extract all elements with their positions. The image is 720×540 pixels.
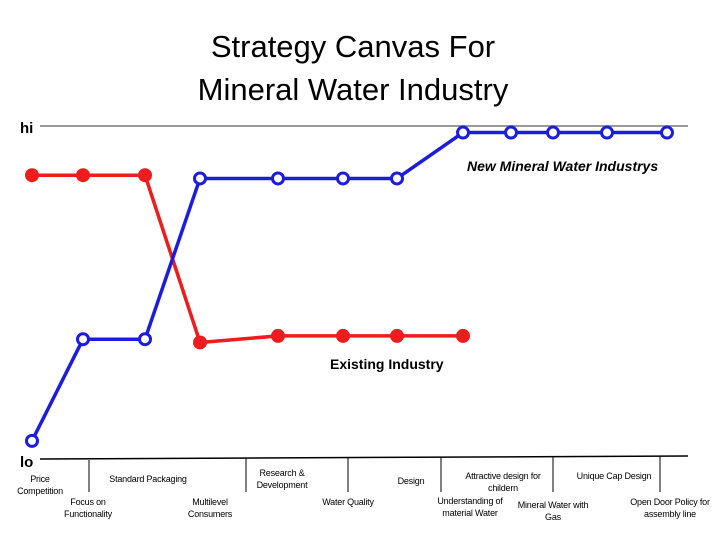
x-tick-label: Water Quality — [322, 497, 374, 507]
series-layer — [25, 125, 674, 448]
data-point-new-industry — [390, 171, 404, 186]
data-point-existing-industry — [456, 328, 470, 343]
series-line-new-industry — [30, 130, 667, 442]
data-point-new-industry — [336, 171, 350, 186]
data-point-new-industry — [271, 171, 285, 186]
data-point-new-industry — [76, 332, 90, 347]
data-point-existing-industry — [138, 168, 152, 183]
existing-industry-label: Existing Industry — [330, 356, 444, 372]
x-tick-label: Design — [398, 476, 425, 486]
x-tick-label: Price Competition — [17, 474, 63, 496]
y-axis-lo-label: lo — [20, 454, 33, 471]
data-point-new-industry — [504, 125, 518, 140]
data-point-existing-industry — [336, 328, 350, 343]
x-tick-label: Multilevel Consumers — [188, 497, 233, 519]
x-tick-label: Unique Cap Design — [577, 471, 652, 481]
data-point-new-industry — [25, 433, 39, 448]
new-industry-label: New Mineral Water Industrys — [467, 158, 658, 174]
chart-title-line-1: Strategy Canvas For — [211, 29, 495, 64]
data-point-existing-industry — [25, 168, 39, 183]
data-point-existing-industry — [193, 335, 207, 350]
x-tick-label: Understanding of material Water — [437, 496, 503, 518]
data-point-new-industry — [193, 171, 207, 186]
chart-title-line-2: Mineral Water Industry — [198, 72, 509, 107]
y-axis-hi-label: hi — [20, 120, 33, 137]
data-point-new-industry — [600, 125, 614, 140]
x-tick-label: Research & Development — [257, 468, 309, 490]
data-point-existing-industry — [271, 328, 285, 343]
series-line-existing-industry — [32, 173, 463, 345]
x-axis-line — [39, 455, 689, 460]
data-point-new-industry — [138, 332, 152, 347]
x-tick-label: Attractive design for childern — [465, 471, 541, 493]
x-tick-label: Mineral Water with Gas — [518, 500, 589, 522]
data-point-new-industry — [546, 125, 560, 140]
data-point-existing-industry — [76, 168, 90, 183]
data-point-new-industry — [456, 125, 470, 140]
x-tick-label: Open Door Policy for assembly line — [630, 497, 710, 519]
x-tick-label: Focus on Functionality — [64, 497, 113, 519]
data-point-existing-industry — [390, 328, 404, 343]
x-tick-dividers — [88, 456, 661, 492]
data-point-new-industry — [660, 125, 674, 140]
x-tick-label: Standard Packaging — [109, 474, 187, 484]
